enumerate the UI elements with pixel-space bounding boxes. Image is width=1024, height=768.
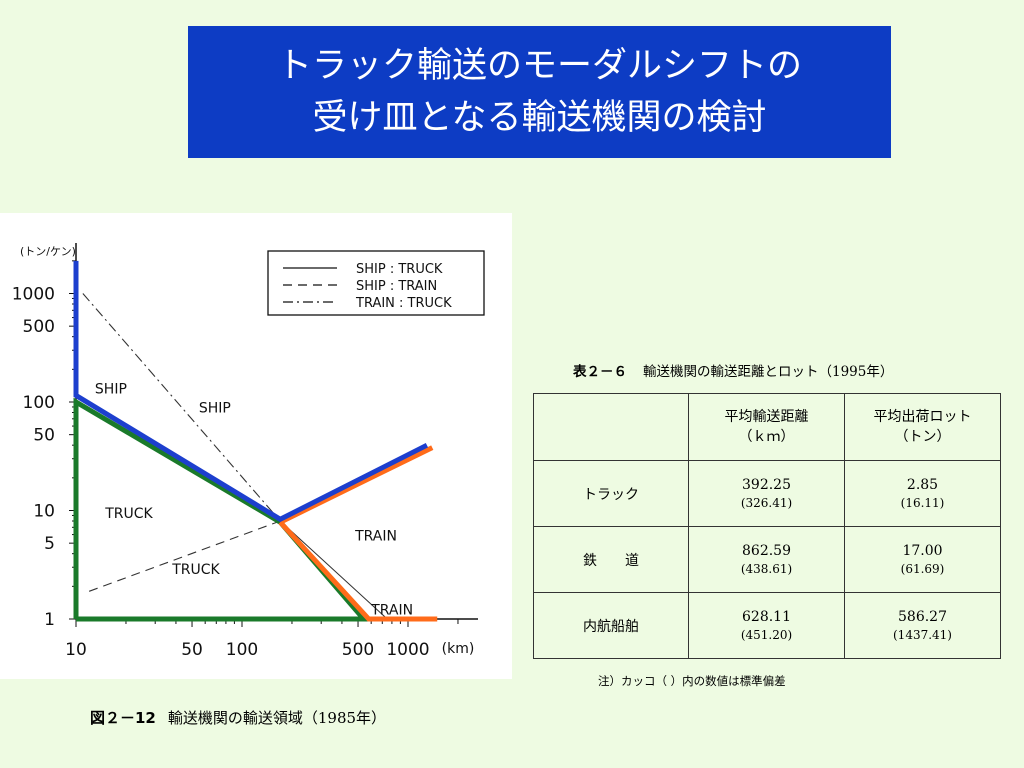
lot-sd: (1437.41) bbox=[893, 628, 952, 642]
row-label: 鉄 道 bbox=[533, 526, 689, 593]
x-unit-label: (km) bbox=[442, 641, 475, 657]
y-tick-label: 500 bbox=[23, 317, 55, 337]
legend-label: TRAIN : TRUCK bbox=[355, 296, 452, 311]
boundary-line-dashdot bbox=[82, 293, 281, 522]
figure-caption: 図２－12 輸送機関の輸送領域（1985年） bbox=[90, 707, 386, 728]
region-label: TRAIN bbox=[370, 603, 413, 619]
cell-distance: 862.59 (438.61) bbox=[688, 526, 845, 593]
row-label: 内航船舶 bbox=[533, 592, 689, 659]
table-caption-text: 輸送機関の輸送距離とロット（1995年） bbox=[643, 364, 894, 380]
cell-distance: 392.25 (326.41) bbox=[688, 460, 845, 527]
region-label: SHIP bbox=[199, 401, 231, 417]
lot-value: 586.27 bbox=[898, 609, 947, 625]
x-tick-label: 50 bbox=[181, 640, 203, 660]
x-tick-label: 100 bbox=[226, 640, 258, 660]
header-lot-unit: （トン） bbox=[894, 429, 951, 445]
header-distance-label: 平均輸送距離 bbox=[724, 409, 809, 425]
cell-lot: 17.00 (61.69) bbox=[844, 526, 1001, 593]
y-tick-label: 5 bbox=[44, 534, 55, 554]
distance-value: 392.25 bbox=[742, 477, 791, 493]
region-label: TRUCK bbox=[104, 506, 153, 522]
region-label: SHIP bbox=[95, 381, 127, 397]
table-row: 内航船舶 628.11 (451.20) 586.27 (1437.41) bbox=[533, 592, 1001, 659]
chart-panel: 1000 500 100 50 10 5 1 10 50 100 500 1000 (トン/ケン) (km… bbox=[0, 213, 512, 679]
legend-label: SHIP : TRAIN bbox=[356, 279, 437, 294]
y-tick-label: 100 bbox=[23, 393, 55, 413]
y-tick-label: 10 bbox=[33, 502, 55, 522]
legend-box bbox=[267, 250, 485, 316]
slide-title-line2: 受け皿となる輸送機関の検討 bbox=[312, 98, 767, 138]
legend-label: SHIP : TRUCK bbox=[356, 262, 443, 277]
table-header-row: 平均輸送距離 （ｋｍ） 平均出荷ロット （トン） bbox=[533, 393, 1001, 461]
x-tick-label: 500 bbox=[342, 640, 374, 660]
highlight-line bbox=[73, 260, 429, 523]
slide-title: トラック輸送のモーダルシフトの 受け皿となる輸送機関の検討 bbox=[188, 26, 891, 158]
boundary-line-dashed bbox=[88, 520, 281, 592]
lot-value: 2.85 bbox=[906, 477, 939, 493]
transport-table: 平均輸送距離 （ｋｍ） 平均出荷ロット （トン） トラック 392.25 (32… bbox=[533, 393, 1001, 659]
figure-number: 図２－12 bbox=[90, 709, 156, 727]
lot-value: 17.00 bbox=[902, 543, 943, 559]
distance-value: 628.11 bbox=[742, 609, 791, 625]
x-tick-label: 1000 bbox=[386, 640, 429, 660]
highlight-line bbox=[278, 520, 438, 622]
y-unit-label: (トン/ケン) bbox=[20, 245, 76, 258]
lot-sd: (16.11) bbox=[900, 496, 945, 510]
cell-distance: 628.11 (451.20) bbox=[688, 592, 845, 659]
table-header-lot: 平均出荷ロット （トン） bbox=[844, 393, 1001, 461]
distance-sd: (451.20) bbox=[740, 628, 793, 642]
distance-value: 862.59 bbox=[742, 543, 791, 559]
distance-sd: (326.41) bbox=[740, 496, 793, 510]
lot-sd: (61.69) bbox=[900, 562, 945, 576]
chart: 1000 500 100 50 10 5 1 10 50 100 500 1000 (トン/ケン) (km… bbox=[12, 243, 485, 660]
region-label: TRAIN bbox=[354, 528, 397, 544]
x-tick-label: 10 bbox=[65, 640, 87, 660]
table-header-blank bbox=[533, 393, 689, 461]
highlight-line bbox=[279, 445, 434, 525]
row-label: トラック bbox=[533, 460, 689, 527]
table-caption: 表２－６ 輸送機関の輸送距離とロット（1995年） bbox=[573, 360, 893, 380]
table-header-distance: 平均輸送距離 （ｋｍ） bbox=[688, 393, 845, 461]
region-label: TRUCK bbox=[171, 562, 220, 578]
y-tick-label: 50 bbox=[33, 426, 55, 446]
cell-lot: 586.27 (1437.41) bbox=[844, 592, 1001, 659]
table-number: 表２－６ bbox=[573, 364, 627, 380]
header-distance-unit: （ｋｍ） bbox=[738, 429, 795, 445]
y-tick-label: 1000 bbox=[12, 285, 55, 305]
table-row: トラック 392.25 (326.41) 2.85 (16.11) bbox=[533, 460, 1001, 527]
table-row: 鉄 道 862.59 (438.61) 17.00 (61.69) bbox=[533, 526, 1001, 593]
distance-sd: (438.61) bbox=[740, 562, 793, 576]
table-note: 注）カッコ（ ）内の数値は標準偏差 bbox=[598, 674, 786, 688]
figure-caption-text: 輸送機関の輸送領域（1985年） bbox=[167, 709, 387, 727]
cell-lot: 2.85 (16.11) bbox=[844, 460, 1001, 527]
header-lot-label: 平均出荷ロット bbox=[873, 409, 972, 425]
y-tick-label: 1 bbox=[44, 610, 55, 630]
slide-title-line1: トラック輸送のモーダルシフトの bbox=[276, 46, 802, 86]
